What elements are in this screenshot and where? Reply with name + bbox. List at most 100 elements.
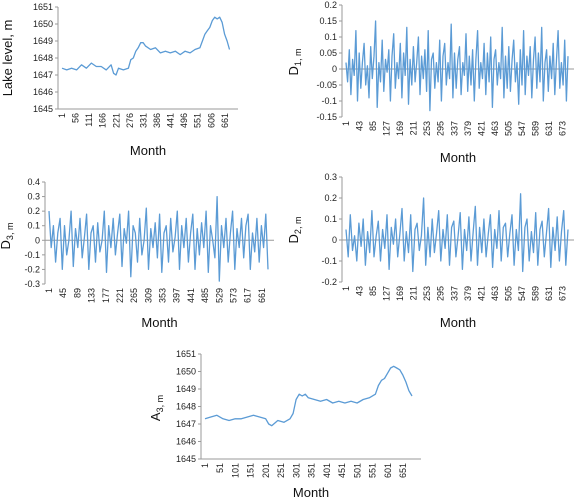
y-tick-label: 0.15 bbox=[319, 16, 337, 26]
x-axis-title: Month bbox=[141, 315, 177, 330]
x-tick-label: 401 bbox=[322, 463, 332, 478]
y-tick-label: 0 bbox=[332, 64, 337, 74]
x-tick-label: 295 bbox=[436, 121, 446, 136]
x-tick-label: 505 bbox=[503, 121, 513, 136]
y-tick-label: -0.15 bbox=[316, 112, 337, 122]
y-tick-label: 0.3 bbox=[27, 192, 40, 202]
x-tick-label: 351 bbox=[307, 463, 317, 478]
x-tick-label: 661 bbox=[220, 113, 230, 128]
x-tick-label: 661 bbox=[257, 288, 267, 303]
x-tick-label: 501 bbox=[352, 463, 362, 478]
x-tick-label: 601 bbox=[383, 463, 393, 478]
x-tick-label: 43 bbox=[355, 121, 365, 131]
x-axis-title: Month bbox=[293, 485, 329, 499]
x-tick-label: 309 bbox=[143, 288, 153, 303]
y-axis-title-subscript: 1, m bbox=[293, 49, 303, 67]
x-tick-label: 379 bbox=[463, 286, 473, 301]
y-axis-title: A3, m bbox=[148, 395, 165, 421]
y-tick-label: 0.1 bbox=[324, 32, 337, 42]
x-tick-label: 421 bbox=[476, 286, 486, 301]
x-tick-label: 1 bbox=[341, 286, 351, 291]
x-tick-label: 211 bbox=[409, 121, 419, 135]
x-tick-label: 421 bbox=[476, 121, 486, 136]
x-tick-label: 551 bbox=[368, 463, 378, 478]
x-tick-label: 673 bbox=[558, 121, 568, 136]
x-tick-label: 85 bbox=[368, 121, 378, 131]
x-tick-label: 253 bbox=[422, 121, 432, 136]
y-tick-label: 1646 bbox=[176, 437, 196, 447]
x-tick-label: 386 bbox=[152, 113, 162, 128]
series-line-a3 bbox=[204, 365, 413, 427]
x-tick-label: 133 bbox=[87, 288, 97, 303]
series-line-d3 bbox=[48, 195, 269, 282]
x-axis-title: Month bbox=[440, 315, 476, 330]
x-tick-label: 111 bbox=[84, 113, 94, 127]
x-tick-label: 463 bbox=[490, 121, 500, 136]
y-axis-title-subscript: 3, m bbox=[155, 395, 165, 413]
x-tick-label: 379 bbox=[463, 121, 473, 136]
x-tick-label: 673 bbox=[558, 286, 568, 301]
x-tick-label: 337 bbox=[449, 121, 459, 136]
y-axis-title: Lake level, m bbox=[0, 20, 15, 97]
x-tick-label: 451 bbox=[337, 463, 347, 478]
x-tick-label: 301 bbox=[291, 463, 301, 478]
x-tick-label: 529 bbox=[214, 288, 224, 303]
y-tick-label: 1648 bbox=[33, 53, 53, 63]
x-axis-title: Month bbox=[130, 143, 166, 158]
x-tick-label: 127 bbox=[382, 286, 392, 301]
x-tick-label: 45 bbox=[58, 288, 68, 298]
x-tick-label: 631 bbox=[544, 286, 554, 301]
x-tick-label: 127 bbox=[382, 121, 392, 136]
series-line-d2 bbox=[345, 193, 569, 273]
x-tick-label: 253 bbox=[422, 286, 432, 301]
x-tick-label: 589 bbox=[530, 286, 540, 301]
x-tick-label: 221 bbox=[115, 288, 125, 303]
x-tick-label: 56 bbox=[71, 113, 81, 123]
x-tick-label: 631 bbox=[544, 121, 554, 136]
x-tick-label: 265 bbox=[129, 288, 139, 303]
y-axis-title: D1, m bbox=[286, 49, 303, 76]
x-tick-label: 169 bbox=[395, 121, 405, 136]
x-tick-label: 276 bbox=[125, 113, 135, 128]
x-tick-label: 251 bbox=[276, 463, 286, 478]
y-tick-label: 1645 bbox=[33, 104, 53, 114]
x-tick-label: 397 bbox=[172, 288, 182, 303]
series-line-lake bbox=[61, 16, 231, 76]
y-axis-title-main: D bbox=[0, 240, 13, 249]
y-tick-label: -0.05 bbox=[316, 80, 337, 90]
y-axis-title-main: D bbox=[286, 234, 301, 243]
x-tick-label: 331 bbox=[138, 113, 148, 128]
y-tick-label: 1650 bbox=[176, 367, 196, 377]
y-axis-title-subscript: 2, m bbox=[293, 217, 303, 235]
x-tick-label: 485 bbox=[200, 288, 210, 303]
x-tick-label: 547 bbox=[517, 286, 527, 301]
y-tick-label: 1648 bbox=[176, 402, 196, 412]
y-tick-label: 1649 bbox=[176, 384, 196, 394]
y-axis-title-subscript: 3, m bbox=[5, 223, 15, 241]
x-tick-label: 573 bbox=[228, 288, 238, 303]
x-tick-label: 505 bbox=[503, 286, 513, 301]
y-axis-title-main: A bbox=[148, 412, 163, 421]
x-tick-label: 606 bbox=[206, 113, 216, 128]
y-tick-label: -0.1 bbox=[321, 96, 337, 106]
x-tick-label: 337 bbox=[449, 286, 459, 301]
y-tick-label: 1647 bbox=[33, 70, 53, 80]
y-tick-label: -0.2 bbox=[24, 264, 40, 274]
x-tick-label: 463 bbox=[490, 286, 500, 301]
x-tick-label: 547 bbox=[517, 121, 527, 136]
x-tick-label: 169 bbox=[395, 286, 405, 301]
y-tick-label: 0.05 bbox=[319, 48, 337, 58]
y-tick-label: 0.2 bbox=[324, 193, 337, 203]
x-tick-label: 166 bbox=[98, 113, 108, 128]
x-axis-title: Month bbox=[440, 150, 476, 165]
x-tick-label: 353 bbox=[158, 288, 168, 303]
y-axis-title-main: Lake level, m bbox=[0, 20, 15, 97]
x-tick-label: 177 bbox=[101, 288, 111, 303]
x-tick-label: 1 bbox=[44, 288, 54, 293]
x-tick-label: 89 bbox=[72, 288, 82, 298]
y-axis-title: D3, m bbox=[0, 223, 15, 250]
y-axis-title-main: D bbox=[286, 66, 301, 75]
y-tick-label: 0.1 bbox=[27, 221, 40, 231]
